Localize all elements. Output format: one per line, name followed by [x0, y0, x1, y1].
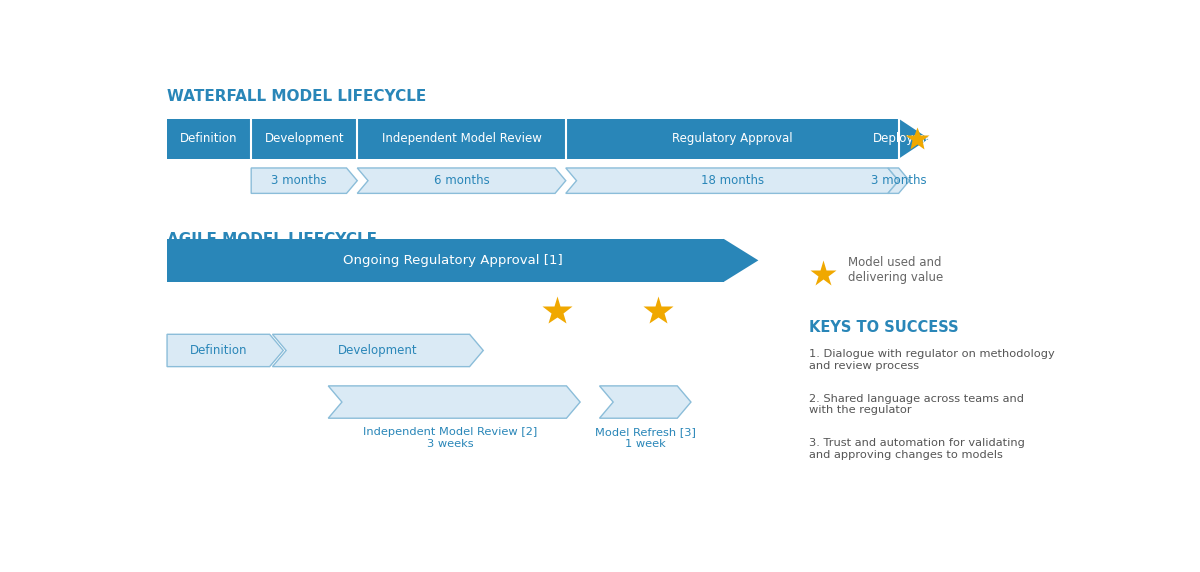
- Text: Ongoing Regulatory Approval [1]: Ongoing Regulatory Approval [1]: [343, 254, 563, 267]
- Text: WATERFALL MODEL LIFECYCLE: WATERFALL MODEL LIFECYCLE: [167, 89, 426, 105]
- Text: KEYS TO SUCCESS: KEYS TO SUCCESS: [809, 320, 959, 335]
- Text: Independent Model Review [2]
3 weeks: Independent Model Review [2] 3 weeks: [364, 427, 538, 449]
- Text: 3 months: 3 months: [271, 174, 326, 187]
- Text: Model Refresh [3]
1 week: Model Refresh [3] 1 week: [595, 427, 696, 449]
- Text: Development: Development: [338, 344, 418, 357]
- Text: 3. Trust and automation for validating
and approving changes to models: 3. Trust and automation for validating a…: [809, 438, 1025, 460]
- Polygon shape: [724, 239, 758, 282]
- Polygon shape: [272, 334, 484, 367]
- Text: AGILE MODEL LIFECYCLE: AGILE MODEL LIFECYCLE: [167, 232, 377, 247]
- Text: Definition: Definition: [190, 344, 247, 357]
- Polygon shape: [899, 118, 929, 158]
- Text: Independent Model Review: Independent Model Review: [382, 132, 541, 145]
- Text: 2. Shared language across teams and
with the regulator: 2. Shared language across teams and with…: [809, 394, 1024, 415]
- Text: 18 months: 18 months: [701, 174, 763, 187]
- Polygon shape: [600, 386, 691, 418]
- Polygon shape: [329, 386, 580, 418]
- Polygon shape: [167, 334, 283, 367]
- Polygon shape: [167, 118, 899, 158]
- Polygon shape: [565, 168, 899, 193]
- Text: Deployment: Deployment: [874, 132, 946, 145]
- Text: Model used and
delivering value: Model used and delivering value: [847, 256, 943, 284]
- Polygon shape: [251, 168, 358, 193]
- Polygon shape: [358, 168, 565, 193]
- Text: Regulatory Approval: Regulatory Approval: [672, 132, 792, 145]
- Text: 1. Dialogue with regulator on methodology
and review process: 1. Dialogue with regulator on methodolog…: [809, 349, 1055, 371]
- Text: Development: Development: [264, 132, 344, 145]
- Polygon shape: [888, 168, 910, 193]
- Text: 3 months: 3 months: [871, 174, 926, 187]
- Text: Definition: Definition: [180, 132, 238, 145]
- Text: 6 months: 6 months: [433, 174, 490, 187]
- Polygon shape: [167, 239, 724, 282]
